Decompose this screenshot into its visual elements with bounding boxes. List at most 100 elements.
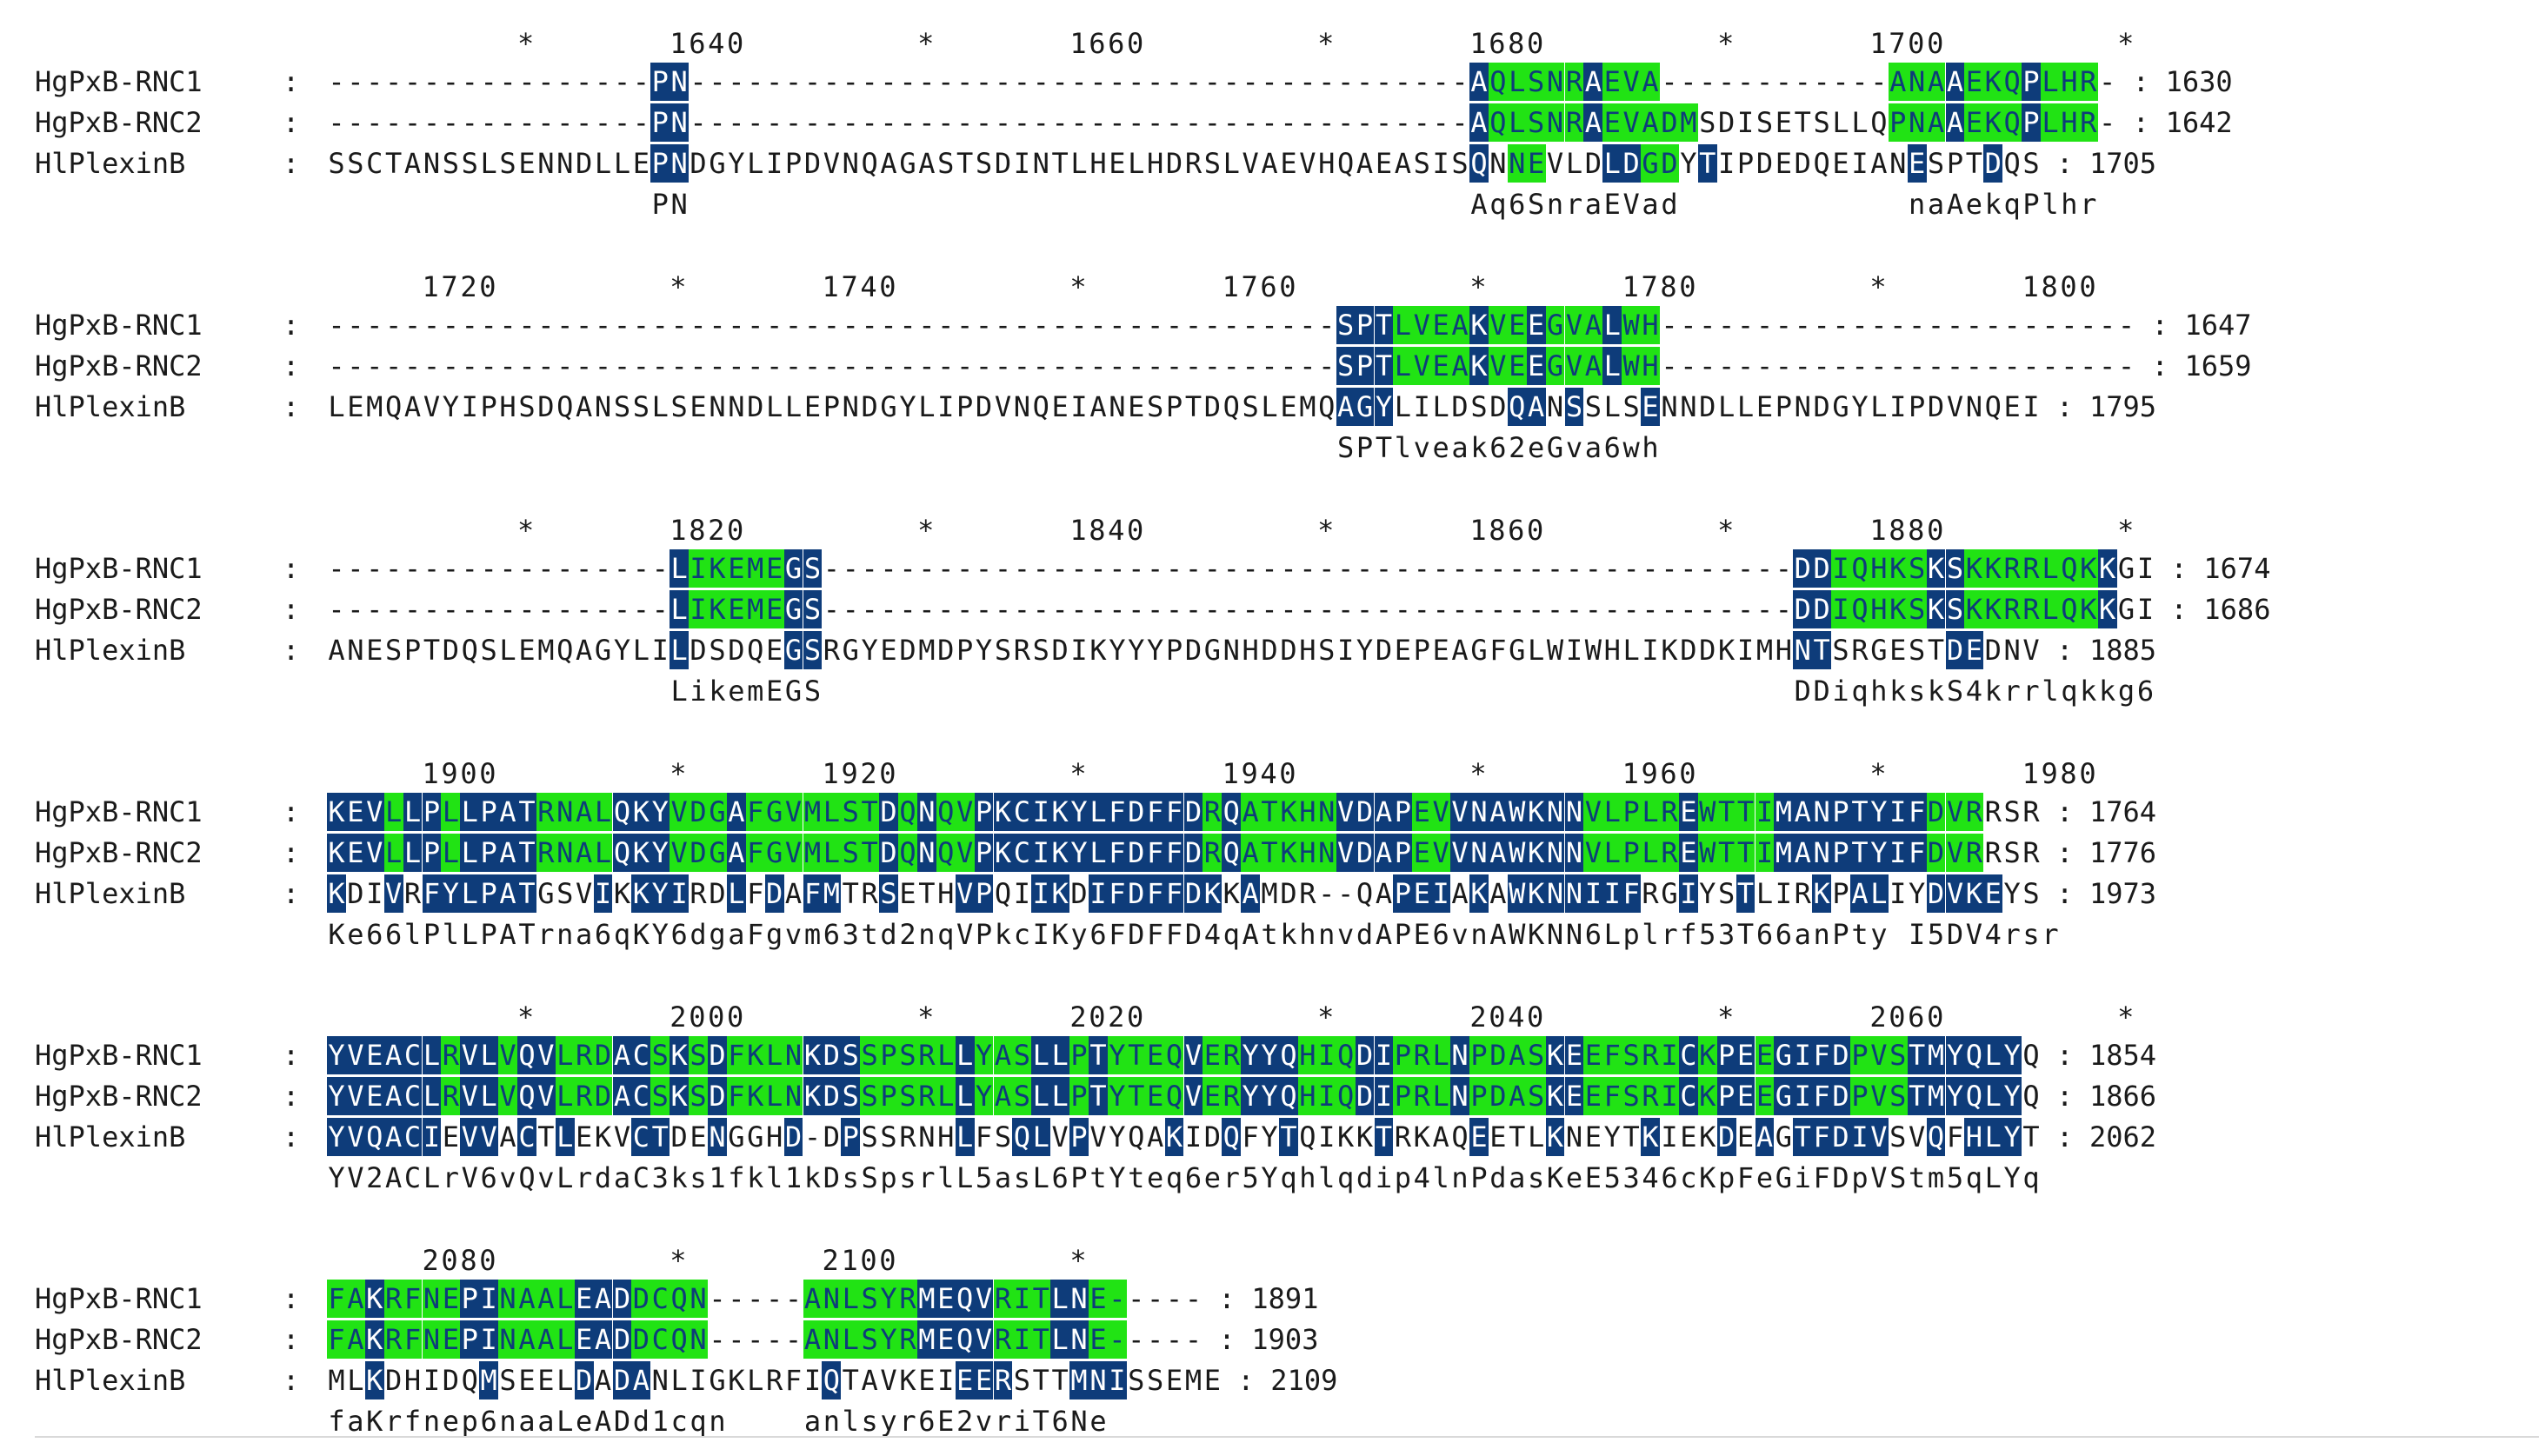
residue: L bbox=[1602, 834, 1622, 872]
residue: V bbox=[479, 1118, 499, 1156]
consensus-char: k bbox=[2080, 675, 2097, 708]
consensus-char bbox=[917, 185, 936, 223]
residue: Q bbox=[1128, 1120, 1145, 1153]
consensus-char bbox=[575, 672, 594, 710]
consensus-char bbox=[327, 672, 346, 710]
residue: K bbox=[1699, 1120, 1716, 1153]
residue: - bbox=[613, 552, 631, 585]
residue: L bbox=[422, 1077, 442, 1115]
residue: P bbox=[1069, 1118, 1089, 1156]
consensus-char bbox=[1184, 672, 1203, 710]
residue: S bbox=[499, 1364, 516, 1397]
residue: L bbox=[422, 1036, 442, 1074]
residue: - bbox=[1451, 106, 1469, 139]
residue: S bbox=[1907, 549, 1927, 588]
consensus-char bbox=[1660, 672, 1679, 710]
residue: - bbox=[403, 552, 422, 585]
residue: L bbox=[1050, 1280, 1070, 1318]
residue: N bbox=[594, 390, 612, 423]
consensus-char bbox=[1431, 185, 1450, 223]
residue: R bbox=[2002, 590, 2022, 628]
consensus-char bbox=[746, 1402, 765, 1440]
consensus-char bbox=[498, 429, 517, 467]
position-number: 1642 bbox=[2165, 106, 2233, 139]
residue: - bbox=[1280, 309, 1297, 342]
residue: - bbox=[1299, 65, 1316, 98]
residue: - bbox=[1013, 552, 1030, 585]
consensus-char: r bbox=[2080, 188, 2097, 221]
residue: L bbox=[593, 793, 613, 831]
residue: - bbox=[1432, 593, 1449, 626]
consensus-char bbox=[2098, 185, 2117, 223]
residue: R bbox=[536, 834, 556, 872]
residue: Q bbox=[2022, 1080, 2040, 1113]
residue: E bbox=[1889, 634, 1907, 667]
residue: A bbox=[403, 147, 422, 180]
residue: - bbox=[803, 309, 822, 342]
residue: L bbox=[764, 1036, 784, 1074]
residue: G bbox=[783, 590, 803, 628]
residue: - bbox=[385, 593, 403, 626]
position-number: 1659 bbox=[2184, 349, 2252, 382]
residue: - bbox=[1261, 552, 1278, 585]
residue: - bbox=[899, 552, 916, 585]
residue: L bbox=[1718, 390, 1736, 423]
residue: D bbox=[1756, 147, 1774, 180]
consensus-char bbox=[727, 429, 746, 467]
residue: G bbox=[1832, 390, 1849, 423]
residue: G bbox=[899, 147, 916, 180]
consensus-char: L bbox=[556, 1161, 574, 1194]
residue: L bbox=[1756, 877, 1774, 910]
residue: - bbox=[1089, 65, 1107, 98]
residue: P bbox=[650, 103, 670, 142]
consensus-char: c bbox=[1013, 918, 1030, 951]
residue: S bbox=[841, 793, 861, 831]
residue: N bbox=[918, 1120, 936, 1153]
residue: S bbox=[1147, 390, 1164, 423]
residue: Q bbox=[1451, 1120, 1469, 1153]
consensus-char: s bbox=[1909, 675, 1926, 708]
residue: V bbox=[364, 793, 384, 831]
residue: V bbox=[670, 793, 690, 831]
residue: R bbox=[898, 1320, 917, 1359]
residue: N bbox=[783, 1077, 803, 1115]
residue: - bbox=[1432, 106, 1449, 139]
residue: - bbox=[1184, 552, 1203, 585]
residue: E bbox=[1203, 1036, 1223, 1074]
consensus-char: n bbox=[1909, 188, 1926, 221]
consensus-char: r bbox=[918, 1161, 936, 1194]
consensus-char: P bbox=[1832, 918, 1849, 951]
residue: R bbox=[1660, 834, 1679, 872]
consensus-char: A bbox=[499, 918, 516, 951]
residue: W bbox=[1697, 793, 1717, 831]
residue: L bbox=[2041, 590, 2060, 628]
residue: Y bbox=[1374, 388, 1394, 426]
residue: H bbox=[1964, 1118, 1984, 1156]
residue: E bbox=[1736, 1077, 1756, 1115]
residue: - bbox=[1851, 65, 1869, 98]
residue: V bbox=[576, 877, 593, 910]
residue: D bbox=[1203, 390, 1221, 423]
residue: E bbox=[1583, 1036, 1603, 1074]
residue: I bbox=[1831, 549, 1850, 588]
residue: L bbox=[441, 834, 461, 872]
sequence-row: HgPxB-RNC2: K E V L L P L L P A T R N A L Q K Y V D G A F G V M L S T… bbox=[0, 834, 2545, 872]
consensus-char: d bbox=[1661, 188, 1678, 221]
residue: P bbox=[823, 390, 840, 423]
residue: A bbox=[1926, 63, 1946, 101]
residue: - bbox=[1299, 349, 1316, 382]
residue: D bbox=[803, 147, 822, 180]
residue: I bbox=[1602, 874, 1622, 913]
residue: - bbox=[842, 106, 859, 139]
residue: L bbox=[1602, 347, 1622, 385]
residue: S bbox=[1526, 103, 1546, 142]
residue: S bbox=[1336, 347, 1356, 385]
residue: S bbox=[1832, 634, 1849, 667]
residue: C bbox=[1012, 834, 1032, 872]
residue: - bbox=[1813, 309, 1830, 342]
consensus-char bbox=[403, 185, 423, 223]
consensus-char: t bbox=[1261, 918, 1278, 951]
residue: T bbox=[842, 1364, 859, 1397]
ruler-text: * 1640 * 1660 * 1680 * 1700 * bbox=[327, 27, 2137, 60]
consensus-char: P bbox=[975, 918, 993, 951]
